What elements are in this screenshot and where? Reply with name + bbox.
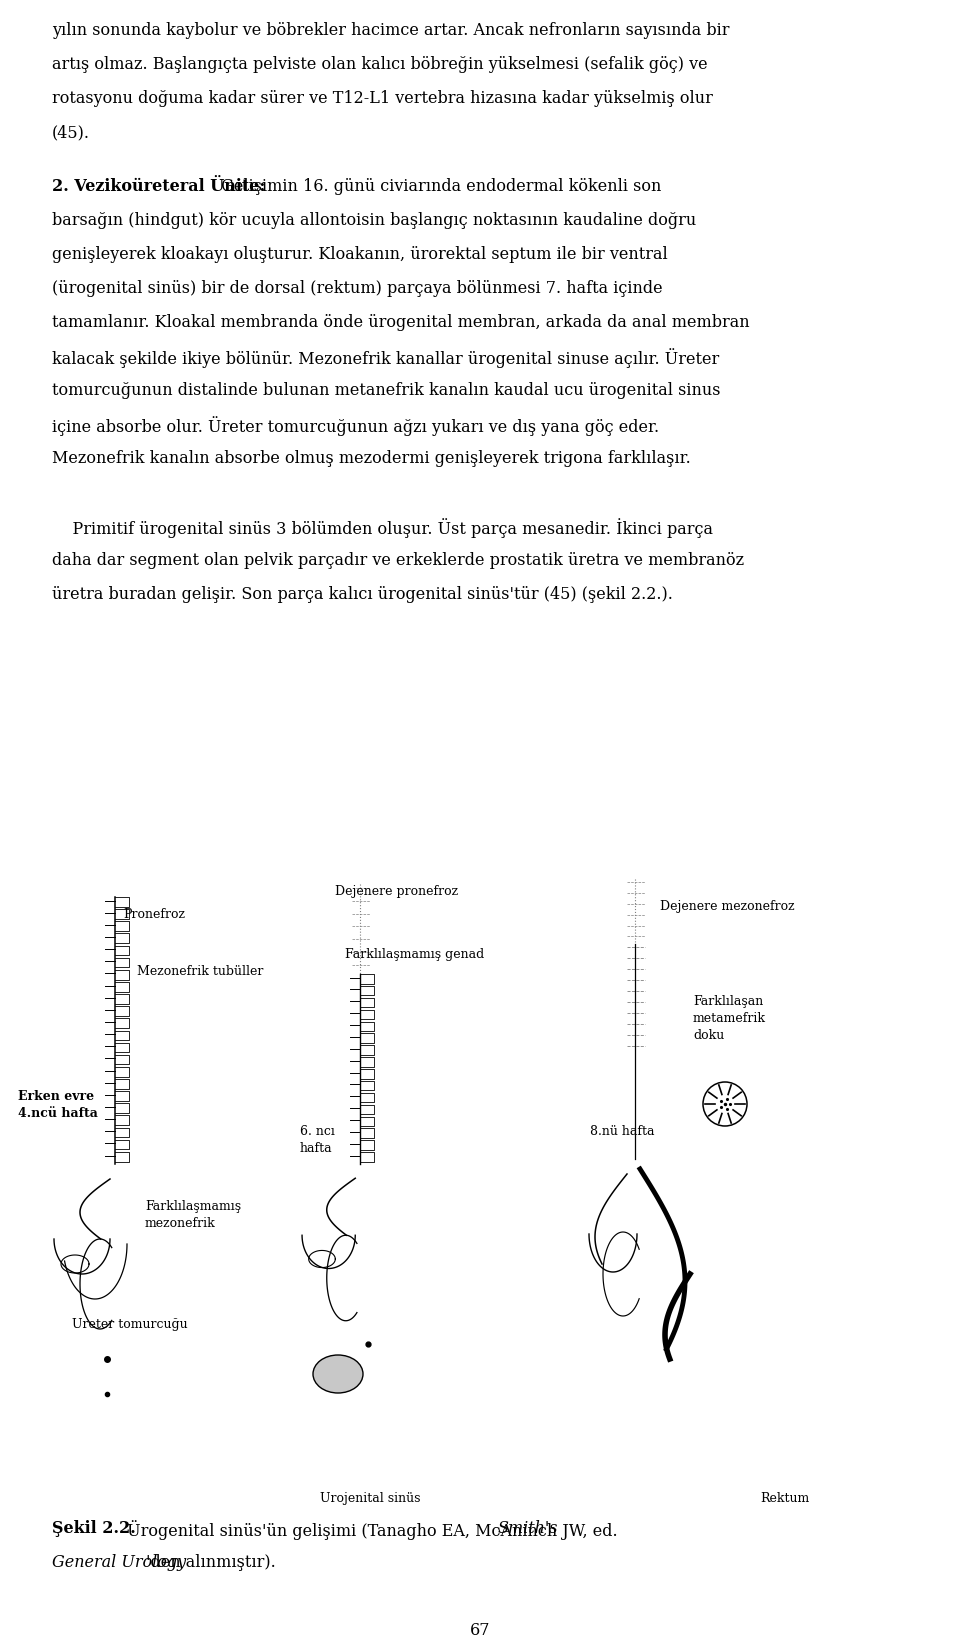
Text: Farklılaşmamış: Farklılaşmamış xyxy=(145,1200,241,1213)
Text: doku: doku xyxy=(693,1028,724,1041)
Text: Mezonefrik tubüller: Mezonefrik tubüller xyxy=(137,964,263,977)
Text: genişleyerek kloakayı oluşturur. Kloakanın, ürorektal septum ile bir ventral: genişleyerek kloakayı oluşturur. Kloakan… xyxy=(52,246,668,264)
Text: tamamlanır. Kloakal membranda önde ürogenital membran, arkada da anal membran: tamamlanır. Kloakal membranda önde üroge… xyxy=(52,315,750,331)
Text: 67: 67 xyxy=(469,1621,491,1637)
Text: yılın sonunda kaybolur ve böbrekler hacimce artar. Ancak nefronların sayısında b: yılın sonunda kaybolur ve böbrekler haci… xyxy=(52,21,730,39)
Text: 'den alınmıştır).: 'den alınmıştır). xyxy=(146,1554,276,1570)
Text: barsağın (hindgut) kör ucuyla allontoisin başlangıç noktasının kaudaline doğru: barsağın (hindgut) kör ucuyla allontoisi… xyxy=(52,213,696,229)
Text: Şekil 2.2.: Şekil 2.2. xyxy=(52,1519,135,1536)
Text: Primitif ürogenital sinüs 3 bölümden oluşur. Üst parça mesanedir. İkinci parça: Primitif ürogenital sinüs 3 bölümden olu… xyxy=(52,518,713,538)
Text: 2. Vezikoüreteral Ünite:: 2. Vezikoüreteral Ünite: xyxy=(52,179,265,195)
Text: Dejenere pronefroz: Dejenere pronefroz xyxy=(335,885,458,898)
Text: Smith's: Smith's xyxy=(497,1519,558,1536)
Text: tomurcuğunun distalinde bulunan metanefrik kanalın kaudal ucu ürogenital sinus: tomurcuğunun distalinde bulunan metanefr… xyxy=(52,382,721,400)
Text: 4.ncü hafta: 4.ncü hafta xyxy=(18,1106,98,1119)
Circle shape xyxy=(703,1082,747,1126)
Text: Ureter tomurcuğu: Ureter tomurcuğu xyxy=(72,1318,187,1331)
Text: Pronefroz: Pronefroz xyxy=(123,908,185,921)
Text: artış olmaz. Başlangıçta pelviste olan kalıcı böbreğin yükselmesi (sefalik göç) : artış olmaz. Başlangıçta pelviste olan k… xyxy=(52,56,708,74)
Text: Gelişimin 16. günü civiarında endodermal kökenli son: Gelişimin 16. günü civiarında endodermal… xyxy=(216,179,661,195)
Text: (ürogenital sinüs) bir de dorsal (rektum) parçaya bölünmesi 7. hafta içinde: (ürogenital sinüs) bir de dorsal (rektum… xyxy=(52,280,662,297)
Text: Dejenere mezonefroz: Dejenere mezonefroz xyxy=(660,900,795,913)
Text: kalacak şekilde ikiye bölünür. Mezonefrik kanallar ürogenital sinuse açılır. Üre: kalacak şekilde ikiye bölünür. Mezonefri… xyxy=(52,347,719,369)
Text: metamefrik: metamefrik xyxy=(693,1011,766,1024)
Text: 8.nü hafta: 8.nü hafta xyxy=(590,1124,655,1137)
Ellipse shape xyxy=(313,1355,363,1393)
Text: Erken evre: Erken evre xyxy=(18,1090,94,1103)
Text: Farklılaşan: Farklılaşan xyxy=(693,995,763,1008)
Text: Urojenital sinüs: Urojenital sinüs xyxy=(320,1491,420,1505)
Text: 6. ncı: 6. ncı xyxy=(300,1124,335,1137)
Text: General Urology: General Urology xyxy=(52,1554,186,1570)
Text: Ürogenital sinüs'ün gelişimi (Tanagho EA, McAninch JW, ed.: Ürogenital sinüs'ün gelişimi (Tanagho EA… xyxy=(123,1519,623,1539)
Text: Mezonefrik kanalın absorbe olmuş mezodermi genişleyerek trigona farklılaşır.: Mezonefrik kanalın absorbe olmuş mezoder… xyxy=(52,451,691,467)
Text: hafta: hafta xyxy=(300,1141,332,1154)
Text: daha dar segment olan pelvik parçadır ve erkeklerde prostatik üretra ve membranö: daha dar segment olan pelvik parçadır ve… xyxy=(52,552,744,569)
Text: mezonefrik: mezonefrik xyxy=(145,1216,216,1229)
Text: Farklılaşmamış genad: Farklılaşmamış genad xyxy=(345,947,484,960)
Text: rotasyonu doğuma kadar sürer ve T12-L1 vertebra hizasına kadar yükselmiş olur: rotasyonu doğuma kadar sürer ve T12-L1 v… xyxy=(52,90,713,107)
Text: içine absorbe olur. Üreter tomurcuğunun ağzı yukarı ve dış yana göç eder.: içine absorbe olur. Üreter tomurcuğunun … xyxy=(52,416,660,436)
Text: üretra buradan gelişir. Son parça kalıcı ürogenital sinüs'tür (45) (şekil 2.2.).: üretra buradan gelişir. Son parça kalıcı… xyxy=(52,587,673,603)
Text: (45).: (45). xyxy=(52,125,90,141)
Text: Rektum: Rektum xyxy=(760,1491,809,1505)
